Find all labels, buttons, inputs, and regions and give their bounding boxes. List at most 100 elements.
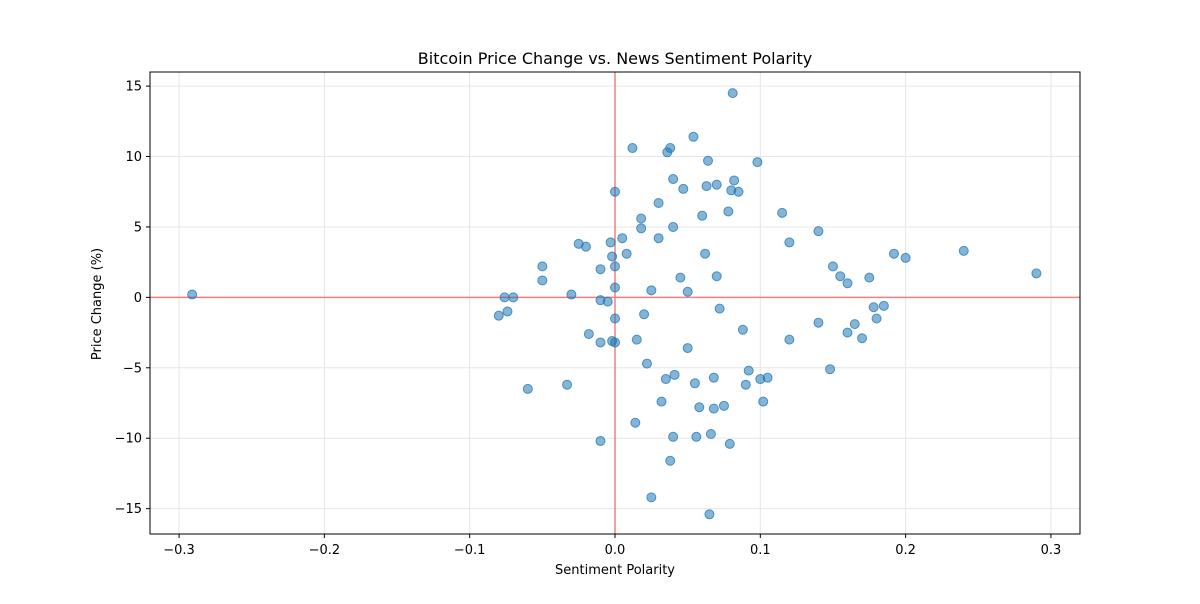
data-point [656,396,667,407]
data-point [665,143,676,154]
data-point [708,372,719,383]
x-tick-label: 0.3 [1041,543,1062,558]
y-tick-label: −10 [115,432,142,447]
data-point [537,275,548,286]
x-tick-label: 0.1 [750,543,771,558]
y-axis-title: Price Change (%) [90,248,105,360]
data-point [849,319,860,330]
data-point [688,131,699,142]
data-point [605,237,616,248]
data-point [708,403,719,414]
data-point [857,333,868,344]
y-tick-label: 5 [134,220,142,235]
data-point [653,233,664,244]
data-point [827,261,838,272]
data-point [842,278,853,289]
data-point [714,303,725,314]
data-point [646,492,657,503]
data-point [724,438,735,449]
data-point [630,417,641,428]
data-point [737,324,748,335]
y-tick-label: −5 [123,361,142,376]
data-point [653,197,664,208]
data-point [636,223,647,234]
data-point [682,286,693,297]
data-point [583,328,594,339]
data-point [562,379,573,390]
data-point [1031,268,1042,279]
data-point [694,402,705,413]
data-point [617,233,628,244]
reference-lines [150,72,1080,534]
x-tick-label: −0.2 [309,543,341,558]
data-point [187,289,198,300]
x-tick-label: −0.1 [454,543,486,558]
data-point [537,261,548,272]
data-point [842,327,853,338]
data-point [610,337,620,348]
data-point [607,251,618,262]
data-point [703,155,713,166]
data-point [566,289,577,300]
data-point [660,374,671,385]
data-point [493,310,504,321]
data-point [825,364,836,375]
data-point [669,369,680,380]
data-point [958,245,969,256]
data-point [580,241,591,252]
data-point [740,379,751,390]
data-point [864,272,875,283]
data-point [733,186,744,197]
points-layer [187,88,1042,520]
data-point [646,285,657,296]
data-point [871,313,882,324]
data-point [508,292,519,303]
y-tick-label: 0 [134,291,142,306]
data-point [627,143,638,154]
data-point [689,378,700,389]
data-point [784,334,795,345]
data-point [610,313,620,324]
data-point [641,358,652,369]
data-point [900,252,911,263]
data-point [743,365,754,376]
data-point [610,282,620,293]
y-axis-ticks: −15 −10 −5 0 5 10 15 [115,80,150,517]
data-point [727,88,738,99]
x-axis-ticks: −0.3 −0.2 −0.1 0.0 0.1 0.2 0.3 [163,534,1061,558]
data-point [835,271,846,282]
data-point [691,431,702,442]
data-point [522,383,533,394]
data-point [668,221,679,232]
data-point [595,337,606,348]
data-point [762,372,773,383]
x-tick-label: −0.3 [163,543,195,558]
data-point [705,428,716,439]
data-point [668,174,679,185]
data-point [752,157,763,168]
data-point [878,300,889,311]
data-point [621,248,632,259]
chart-title: Bitcoin Price Change vs. News Sentiment … [418,49,812,68]
data-point [595,264,606,275]
data-point [502,306,513,317]
data-point [701,181,712,192]
data-point [668,431,679,442]
data-point [777,207,788,218]
data-point [602,296,613,307]
data-point [758,396,769,407]
data-point [636,213,647,224]
data-point [813,226,824,237]
data-point [639,309,650,320]
data-point [711,271,722,282]
data-point [813,317,824,328]
data-point [729,175,740,186]
data-point [682,343,693,354]
data-point [499,292,510,303]
data-point [678,183,689,194]
data-point [704,509,715,520]
y-tick-label: −15 [115,502,142,517]
data-point [868,302,879,313]
